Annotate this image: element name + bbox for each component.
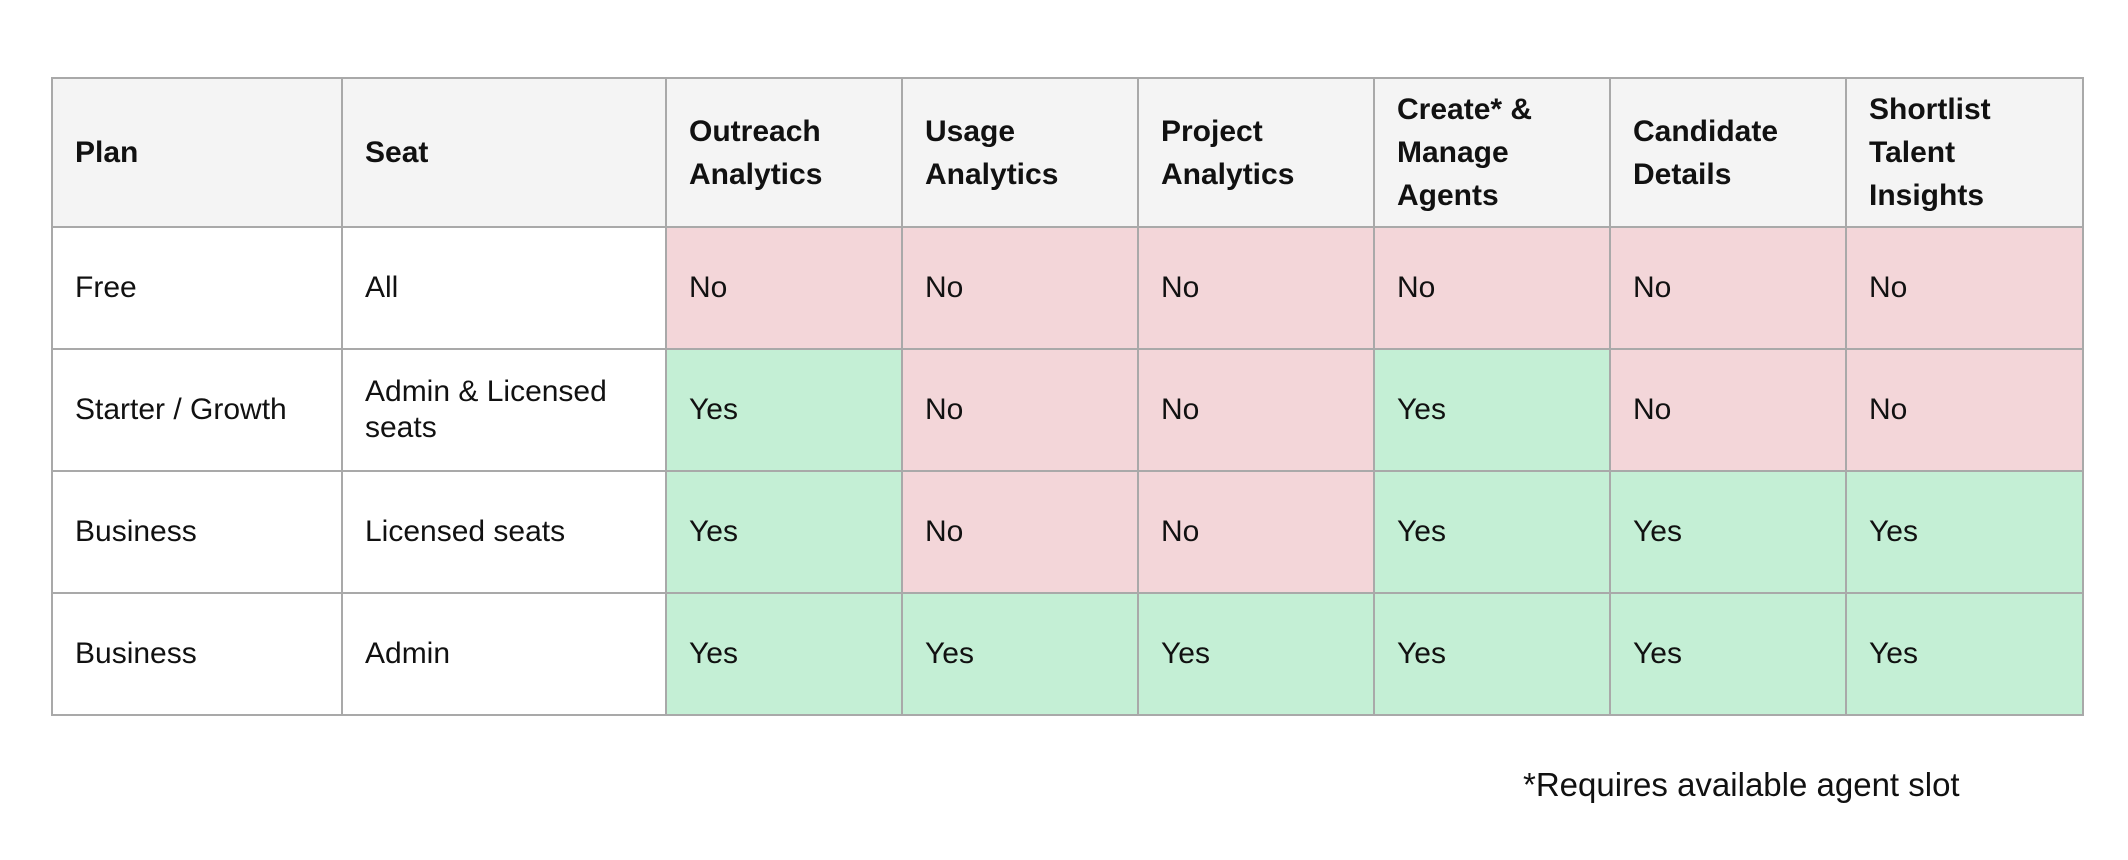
table-row: Business Admin Yes Yes Yes Yes Yes Yes xyxy=(51,592,2084,716)
feature-value-cell: Yes xyxy=(665,348,903,472)
column-header-shortlist-talent-insights: Shortlist Talent Insights xyxy=(1845,77,2084,228)
feature-value-cell: No xyxy=(901,348,1139,472)
feature-value-cell: Yes xyxy=(1609,592,1847,716)
seat-cell: All xyxy=(341,226,667,350)
feature-value-cell: No xyxy=(665,226,903,350)
column-header-usage-analytics: Usage Analytics xyxy=(901,77,1139,228)
seat-cell: Licensed seats xyxy=(341,470,667,594)
feature-value-cell: Yes xyxy=(1609,470,1847,594)
seat-cell: Admin & Licensed seats xyxy=(341,348,667,472)
feature-value-cell: No xyxy=(1137,226,1375,350)
column-header-seat: Seat xyxy=(341,77,667,228)
feature-value-cell: No xyxy=(1373,226,1611,350)
plan-cell: Starter / Growth xyxy=(51,348,343,472)
feature-value-cell: Yes xyxy=(1373,470,1611,594)
feature-value-cell: No xyxy=(1845,348,2084,472)
column-header-outreach-analytics: Outreach Analytics xyxy=(665,77,903,228)
feature-value-cell: Yes xyxy=(1137,592,1375,716)
table-header-row: Plan Seat Outreach Analytics Usage Analy… xyxy=(51,77,2084,228)
plan-cell: Business xyxy=(51,592,343,716)
feature-value-cell: No xyxy=(1609,348,1847,472)
plan-cell: Business xyxy=(51,470,343,594)
table-row: Business Licensed seats Yes No No Yes Ye… xyxy=(51,470,2084,594)
feature-value-cell: Yes xyxy=(1373,348,1611,472)
table-row: Starter / Growth Admin & Licensed seats … xyxy=(51,348,2084,472)
feature-value-cell: Yes xyxy=(1373,592,1611,716)
feature-value-cell: No xyxy=(901,470,1139,594)
feature-value-cell: No xyxy=(1137,348,1375,472)
feature-value-cell: No xyxy=(1609,226,1847,350)
feature-value-cell: Yes xyxy=(665,592,903,716)
feature-comparison-table: Plan Seat Outreach Analytics Usage Analy… xyxy=(51,77,2084,716)
column-header-candidate-details: Candidate Details xyxy=(1609,77,1847,228)
plan-cell: Free xyxy=(51,226,343,350)
feature-value-cell: Yes xyxy=(1845,592,2084,716)
feature-value-cell: No xyxy=(901,226,1139,350)
seat-cell: Admin xyxy=(341,592,667,716)
column-header-plan: Plan xyxy=(51,77,343,228)
table-row: Free All No No No No No No xyxy=(51,226,2084,350)
feature-value-cell: Yes xyxy=(1845,470,2084,594)
feature-value-cell: No xyxy=(1137,470,1375,594)
feature-value-cell: Yes xyxy=(901,592,1139,716)
footnote: *Requires available agent slot xyxy=(1523,766,1960,803)
column-header-project-analytics: Project Analytics xyxy=(1137,77,1375,228)
feature-value-cell: Yes xyxy=(665,470,903,594)
column-header-create-manage-agents: Create* & Manage Agents xyxy=(1373,77,1611,228)
feature-value-cell: No xyxy=(1845,226,2084,350)
